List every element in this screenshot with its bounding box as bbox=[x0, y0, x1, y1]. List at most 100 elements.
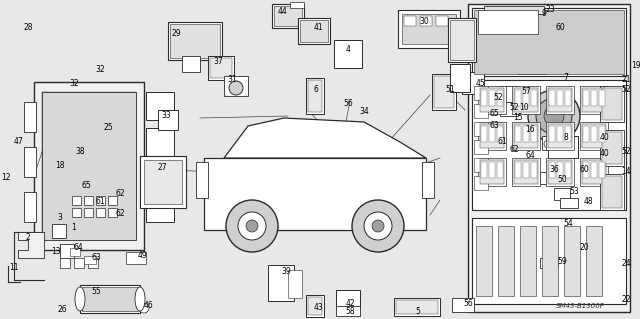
Bar bbox=[472, 218, 626, 304]
Circle shape bbox=[352, 200, 404, 252]
Bar bbox=[24, 192, 36, 222]
Circle shape bbox=[139, 303, 149, 313]
Bar bbox=[182, 56, 200, 72]
Bar bbox=[497, 126, 503, 142]
Bar bbox=[549, 162, 555, 178]
Text: 19: 19 bbox=[631, 62, 640, 70]
Bar bbox=[586, 226, 602, 296]
Text: 64: 64 bbox=[525, 152, 535, 160]
Bar bbox=[602, 132, 622, 164]
Bar bbox=[557, 90, 563, 106]
Text: 22: 22 bbox=[621, 295, 631, 305]
Bar bbox=[472, 80, 626, 210]
Bar bbox=[474, 86, 488, 100]
Bar bbox=[515, 162, 521, 178]
Bar bbox=[468, 4, 630, 312]
Text: 28: 28 bbox=[23, 24, 33, 33]
Ellipse shape bbox=[75, 287, 85, 311]
Bar bbox=[481, 162, 487, 178]
Bar bbox=[170, 24, 220, 58]
Text: 54: 54 bbox=[563, 219, 573, 228]
Bar bbox=[422, 162, 434, 198]
Text: 57: 57 bbox=[521, 87, 531, 97]
Bar bbox=[274, 6, 302, 26]
Bar bbox=[523, 162, 529, 178]
Text: 9: 9 bbox=[541, 10, 547, 19]
Text: 53: 53 bbox=[569, 188, 579, 197]
Bar bbox=[599, 126, 605, 142]
Circle shape bbox=[542, 62, 550, 70]
Circle shape bbox=[514, 18, 550, 54]
Circle shape bbox=[229, 81, 243, 95]
Text: 1: 1 bbox=[72, 224, 76, 233]
Bar bbox=[126, 252, 146, 264]
Bar bbox=[272, 4, 304, 28]
Bar bbox=[42, 92, 136, 240]
Bar bbox=[512, 86, 540, 114]
Polygon shape bbox=[548, 240, 572, 256]
Bar bbox=[582, 88, 606, 112]
Bar bbox=[549, 90, 555, 106]
Text: 63: 63 bbox=[489, 122, 499, 130]
Bar bbox=[474, 140, 488, 154]
Text: 18: 18 bbox=[55, 161, 65, 170]
Bar bbox=[514, 124, 538, 148]
Bar bbox=[591, 162, 597, 178]
Bar bbox=[74, 258, 84, 268]
Bar bbox=[582, 160, 606, 184]
Circle shape bbox=[246, 220, 258, 232]
Text: SM43-B1300F: SM43-B1300F bbox=[556, 303, 604, 309]
Text: 46: 46 bbox=[143, 301, 153, 310]
Bar bbox=[474, 122, 488, 136]
Text: 59: 59 bbox=[557, 257, 567, 266]
Polygon shape bbox=[204, 158, 426, 230]
Text: 39: 39 bbox=[281, 268, 291, 277]
Bar bbox=[540, 172, 556, 184]
Bar bbox=[288, 270, 302, 298]
Bar bbox=[24, 147, 36, 177]
Bar bbox=[580, 86, 608, 114]
Text: 36: 36 bbox=[549, 166, 559, 174]
Bar bbox=[158, 110, 178, 130]
Bar bbox=[84, 196, 93, 205]
Bar bbox=[489, 90, 495, 106]
Bar bbox=[546, 122, 574, 150]
Bar bbox=[72, 196, 81, 205]
Ellipse shape bbox=[135, 287, 145, 311]
Text: 47: 47 bbox=[13, 137, 23, 146]
Text: 38: 38 bbox=[75, 147, 85, 157]
Bar bbox=[489, 162, 495, 178]
Bar bbox=[462, 72, 484, 94]
Text: 12: 12 bbox=[1, 174, 11, 182]
Text: 2: 2 bbox=[26, 234, 30, 242]
Bar bbox=[497, 90, 503, 106]
Bar bbox=[478, 158, 506, 186]
Bar bbox=[542, 136, 566, 150]
Text: 8: 8 bbox=[564, 133, 568, 143]
Bar bbox=[583, 126, 589, 142]
Bar bbox=[450, 64, 470, 92]
Bar bbox=[80, 285, 140, 313]
Circle shape bbox=[522, 26, 542, 46]
Bar bbox=[208, 56, 234, 80]
Bar bbox=[60, 258, 70, 268]
Bar bbox=[210, 58, 232, 78]
Bar bbox=[514, 88, 538, 112]
Bar bbox=[306, 78, 324, 114]
Polygon shape bbox=[18, 232, 44, 258]
Bar bbox=[308, 80, 322, 112]
Bar bbox=[480, 124, 504, 148]
Circle shape bbox=[506, 10, 558, 62]
Text: 16: 16 bbox=[525, 125, 535, 135]
Text: 63: 63 bbox=[91, 254, 101, 263]
Text: 61: 61 bbox=[95, 197, 105, 206]
Bar bbox=[298, 18, 330, 44]
Bar bbox=[554, 188, 570, 200]
Bar bbox=[602, 176, 622, 208]
Text: 62: 62 bbox=[509, 145, 519, 153]
Text: 40: 40 bbox=[599, 150, 609, 159]
Bar bbox=[84, 208, 93, 217]
Bar bbox=[600, 174, 624, 210]
Bar bbox=[565, 126, 571, 142]
Bar bbox=[290, 2, 304, 8]
